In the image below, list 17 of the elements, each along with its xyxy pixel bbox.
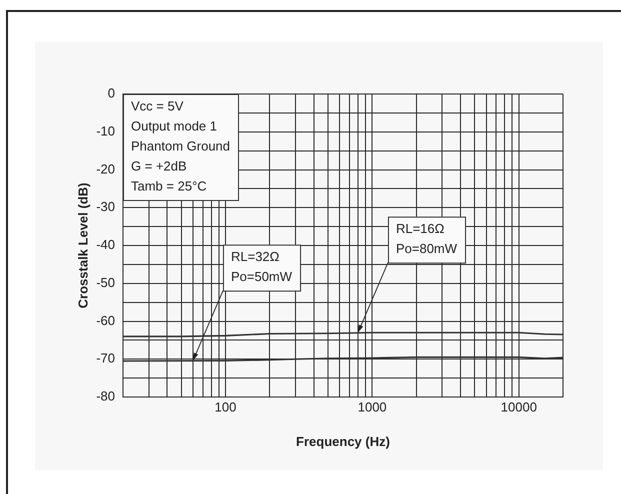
x-tick-label: 10000	[500, 399, 537, 414]
x-tick-label: 100	[214, 399, 236, 414]
y-tick-label: -40	[96, 237, 115, 252]
y-tick-label: 0	[108, 86, 115, 101]
y-tick-label: -70	[96, 350, 115, 366]
annotation: Vcc = 5V Output mode 1 Phantom Ground G = +2dB Tamb = 25°C	[131, 98, 230, 194]
annotation: RL=16Ω Po=80mW	[396, 221, 458, 256]
y-axis-title: Crosstalk Level (dB)	[75, 182, 90, 308]
annotation: RL=32Ω Po=50mW	[230, 249, 293, 284]
y-tick-label: -50	[96, 274, 115, 290]
y-tick-label: -60	[96, 312, 115, 328]
y-tick-label: -20	[96, 161, 115, 176]
y-tick-label: -10	[96, 123, 115, 138]
y-tick-label: -30	[96, 199, 115, 214]
x-tick-label: 1000	[358, 399, 387, 414]
x-axis-title: Frequency (Hz)	[296, 434, 390, 449]
y-tick-label: -80	[96, 388, 115, 404]
